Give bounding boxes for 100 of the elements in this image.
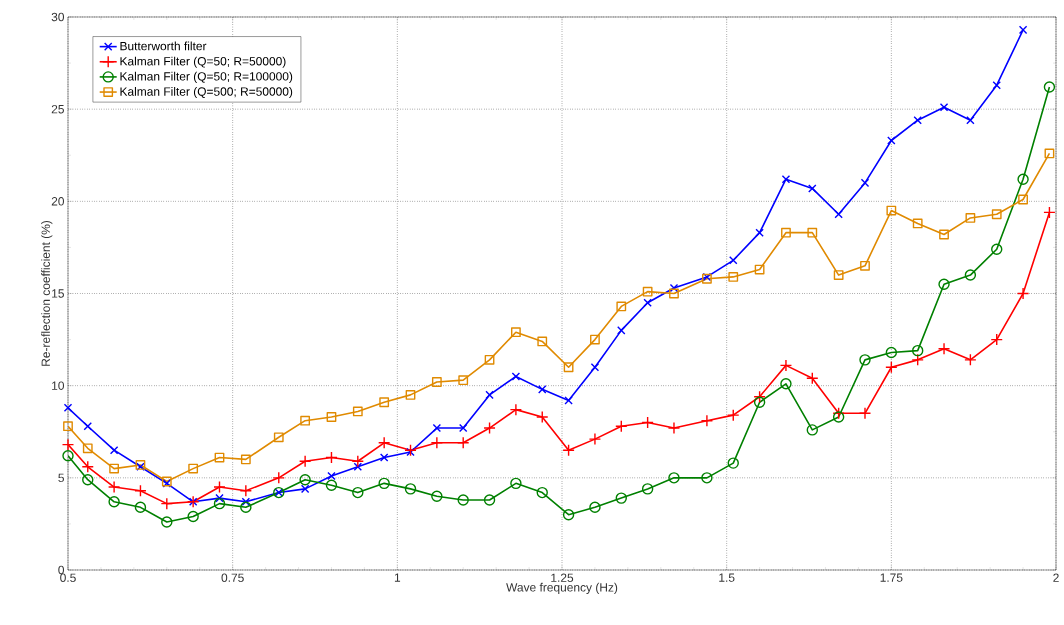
point	[404, 483, 417, 495]
y-tick-label: 25	[51, 104, 64, 114]
point	[781, 227, 791, 238]
point	[808, 184, 817, 193]
point	[938, 278, 950, 290]
point	[860, 178, 870, 188]
point	[457, 494, 469, 506]
point	[379, 453, 389, 462]
point	[616, 301, 627, 312]
point	[937, 342, 951, 355]
point	[990, 333, 1003, 346]
point	[536, 410, 549, 424]
point	[352, 406, 363, 417]
y-tick-label: 15	[52, 289, 64, 298]
point	[1017, 173, 1029, 185]
point	[63, 421, 73, 432]
point	[379, 397, 390, 408]
point	[806, 424, 818, 436]
point	[404, 443, 417, 457]
legend-label: Butterworth filter	[120, 41, 207, 51]
point	[353, 462, 363, 472]
point	[564, 396, 573, 405]
x-tick-label: 0.75	[221, 573, 244, 582]
point	[431, 377, 442, 387]
point	[642, 286, 653, 297]
point	[213, 480, 226, 494]
point	[832, 411, 845, 423]
point	[485, 390, 494, 400]
point	[911, 344, 924, 357]
point	[458, 375, 469, 386]
y-tick-label: 10	[52, 381, 65, 390]
y-axis-title: Re-reflection coefficient (%)	[41, 220, 53, 366]
point	[1043, 206, 1056, 219]
point	[964, 269, 977, 281]
point	[1043, 81, 1056, 93]
point	[215, 493, 224, 503]
point	[62, 450, 74, 462]
point	[109, 445, 119, 455]
y-tick-label: 5	[58, 473, 64, 482]
point	[511, 372, 521, 381]
point	[753, 390, 766, 403]
point	[108, 496, 120, 508]
point	[537, 336, 548, 347]
legend-label: Kalman Filter (Q=50; R=50000)	[120, 56, 286, 68]
legend-label: Kalman Filter (Q=500; R=50000)	[120, 86, 293, 99]
point	[431, 490, 443, 502]
point	[858, 407, 872, 420]
point	[729, 256, 738, 265]
point	[273, 432, 284, 443]
point	[669, 288, 679, 299]
point	[300, 484, 310, 494]
point	[240, 454, 251, 465]
y-tick-label: 0	[58, 565, 65, 575]
point	[82, 443, 93, 454]
point	[160, 497, 173, 510]
point	[615, 492, 627, 504]
point	[833, 270, 844, 280]
x-tick-label: 1.75	[880, 573, 903, 582]
x-tick-label: 0.5	[60, 573, 76, 582]
point	[272, 471, 285, 485]
point	[432, 423, 442, 433]
point	[1044, 148, 1055, 159]
point	[727, 408, 740, 422]
point	[964, 353, 977, 367]
point	[886, 205, 897, 216]
point	[700, 414, 714, 427]
point	[405, 389, 416, 400]
point	[780, 378, 792, 390]
point	[326, 412, 337, 422]
point	[187, 510, 199, 523]
point	[669, 283, 679, 293]
point	[213, 497, 226, 510]
point	[860, 260, 870, 271]
point	[834, 210, 843, 219]
point	[536, 486, 548, 499]
point	[753, 396, 766, 408]
point	[832, 407, 845, 420]
point	[483, 494, 496, 506]
point	[134, 501, 147, 514]
point	[82, 473, 94, 486]
point	[1018, 25, 1028, 35]
point	[617, 326, 626, 335]
point	[509, 403, 523, 416]
point	[161, 516, 173, 528]
point	[484, 354, 495, 365]
point	[589, 501, 601, 514]
point	[458, 423, 468, 433]
point	[325, 479, 338, 491]
point	[779, 359, 793, 372]
point	[240, 501, 252, 514]
point	[300, 415, 311, 426]
point	[352, 486, 364, 499]
point	[562, 509, 575, 521]
point	[590, 363, 600, 372]
point	[377, 436, 391, 450]
y-tick-label: 30	[51, 12, 65, 22]
x-tick-label: 2	[1053, 573, 1059, 582]
point	[668, 472, 680, 484]
point	[992, 80, 1001, 90]
point	[299, 473, 311, 486]
